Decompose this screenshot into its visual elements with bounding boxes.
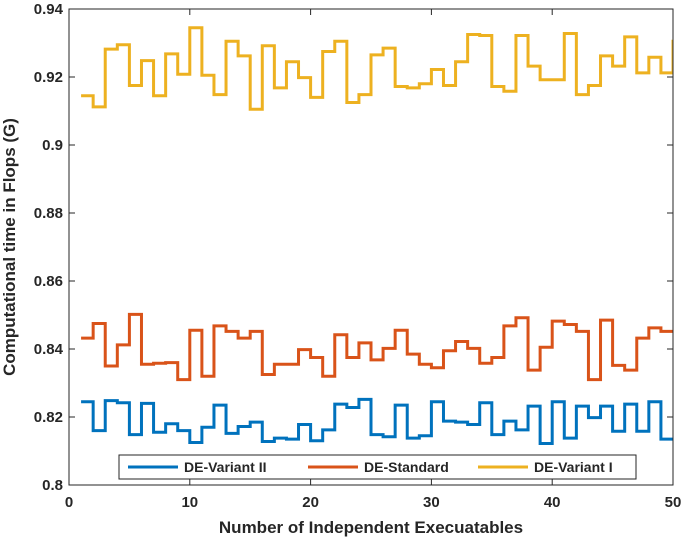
x-tick-label: 10 (181, 494, 198, 511)
series-line-3 (81, 26, 673, 111)
x-tick-label: 0 (65, 494, 73, 511)
x-tick-label: 20 (302, 494, 319, 511)
y-tick-label: 0.82 (34, 409, 63, 426)
y-tick-label: 0.9 (42, 137, 63, 154)
x-tick-label: 30 (423, 494, 440, 511)
axes: 0 10 20 30 40 50 0.8 0.82 0.84 0.86 0.88 0.9 0.92 0.9… (34, 1, 682, 511)
series-line-2 (81, 312, 673, 382)
legend-box (118, 454, 637, 480)
y-tick-label: 0.94 (34, 1, 64, 18)
y-tick-label: 0.84 (34, 341, 64, 358)
y-axis-label: Computational time in Flops (G) (0, 118, 19, 376)
y-tick-label: 0.92 (34, 69, 63, 86)
legend: DE-Variant II DE-Standard DE-Variant I (118, 454, 637, 480)
x-tick-label: 50 (665, 494, 682, 511)
y-tick-label: 0.8 (42, 477, 63, 494)
x-axis-label: Number of Independent Execuatables (219, 518, 523, 537)
legend-label: DE-Variant II (184, 459, 266, 475)
legend-label: DE-Variant I (534, 459, 613, 475)
series-line-1 (81, 397, 673, 446)
y-tick-label: 0.86 (34, 273, 63, 290)
legend-label: DE-Standard (364, 459, 449, 475)
plot-frame (68, 8, 674, 486)
x-tick-label: 40 (544, 494, 561, 511)
y-tick-label: 0.88 (34, 205, 63, 222)
series-layer (81, 26, 673, 446)
